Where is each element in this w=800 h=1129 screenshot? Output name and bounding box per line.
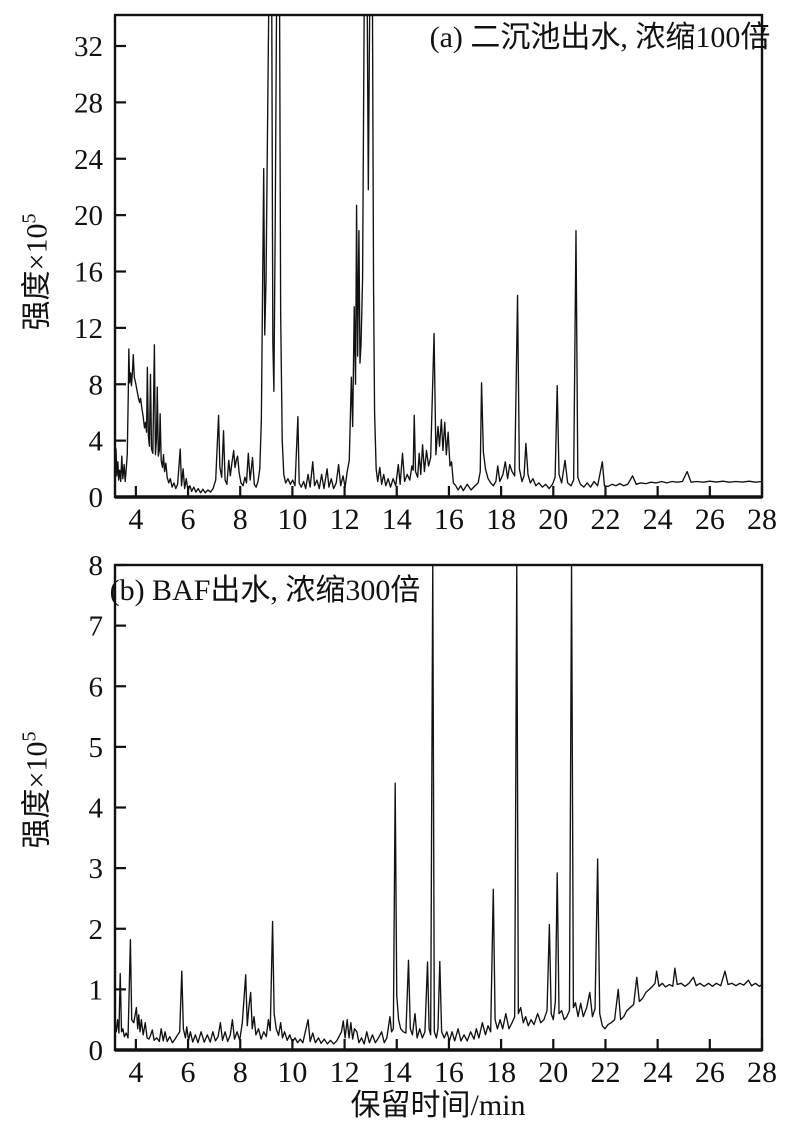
- x-tick-label: 4: [128, 503, 143, 536]
- x-tick-label: 10: [277, 1056, 307, 1089]
- y-tick-label: 4: [89, 793, 104, 825]
- y-tick-label: 7: [89, 611, 104, 643]
- x-axis-title: 保留时间/min: [350, 1089, 526, 1122]
- y-tick-label: 5: [89, 732, 104, 764]
- x-tick-label: 8: [233, 1056, 248, 1089]
- y-tick-label: 3: [89, 853, 104, 885]
- x-tick-label: 4: [128, 1056, 143, 1089]
- y-tick-label: 28: [74, 87, 103, 119]
- x-tick-label: 12: [330, 503, 360, 536]
- y-tick-label: 12: [74, 313, 103, 345]
- x-tick-label: 24: [643, 503, 673, 536]
- x-tick-label: 20: [538, 503, 568, 536]
- panel-b-ylabel-base: 强度×10: [20, 741, 54, 849]
- panel-b-x-ticks: 4 6 8 10 12 14 16 18 20 22 24 26 28: [128, 1039, 777, 1089]
- x-tick-label: 28: [747, 503, 777, 536]
- y-tick-label: 0: [89, 482, 104, 514]
- y-tick-label: 4: [89, 426, 104, 458]
- y-tick-label: 2: [89, 914, 104, 946]
- y-tick-label: 24: [74, 144, 104, 176]
- x-tick-label: 14: [382, 1056, 412, 1089]
- panel-b-title: (b) BAF出水, 浓缩300倍: [109, 574, 421, 607]
- panel-b-y-ticks: 0 1 2 3 4 5 6 7 8: [89, 550, 126, 1067]
- x-tick-label: 10: [277, 503, 307, 536]
- panel-b-ylabel: 强度×105: [18, 731, 54, 849]
- y-tick-label: 1: [89, 974, 104, 1006]
- panel-a-x-ticks: 4 6 8 10 12 14 16 18 20 22 24 26 28: [128, 486, 777, 536]
- panel-b-ylabel-exponent: 5: [18, 731, 41, 742]
- x-tick-label: 14: [382, 503, 412, 536]
- x-tick-label: 24: [643, 1056, 673, 1089]
- y-tick-label: 8: [89, 369, 104, 401]
- x-tick-label: 16: [434, 503, 464, 536]
- panel-a-tic-trace: [114, 14, 763, 494]
- panel-a-frame: [113, 13, 764, 499]
- y-tick-label: 20: [74, 200, 103, 232]
- x-tick-label: 16: [434, 1056, 464, 1089]
- panel-b-frame: [113, 563, 764, 1052]
- x-tick-label: 26: [695, 503, 725, 536]
- y-tick-label: 8: [89, 550, 104, 582]
- y-tick-label: 32: [74, 31, 103, 63]
- x-tick-label: 18: [486, 503, 516, 536]
- panel-a-ylabel-exponent: 5: [18, 213, 41, 224]
- x-tick-label: 6: [181, 503, 196, 536]
- panel-a-y-ticks: 0 4 8 12 16 20 24 28 32: [74, 31, 126, 514]
- panel-a-title: (a) 二沉池出水, 浓缩100倍: [429, 21, 771, 54]
- x-tick-label: 22: [590, 1056, 620, 1089]
- x-tick-label: 20: [538, 1056, 568, 1089]
- x-tick-label: 22: [590, 503, 620, 536]
- x-tick-label: 28: [747, 1056, 777, 1089]
- panel-b-tic-trace: [114, 564, 763, 1045]
- x-tick-label: 26: [695, 1056, 725, 1089]
- x-tick-label: 8: [233, 503, 248, 536]
- x-tick-label: 6: [181, 1056, 196, 1089]
- panel-a-ylabel-base: 强度×10: [20, 223, 54, 331]
- y-tick-label: 16: [74, 257, 103, 289]
- x-tick-label: 12: [330, 1056, 360, 1089]
- panel-a-ylabel: 强度×105: [18, 213, 54, 331]
- x-tick-label: 18: [486, 1056, 516, 1089]
- y-tick-label: 0: [89, 1035, 104, 1067]
- y-tick-label: 6: [89, 671, 104, 703]
